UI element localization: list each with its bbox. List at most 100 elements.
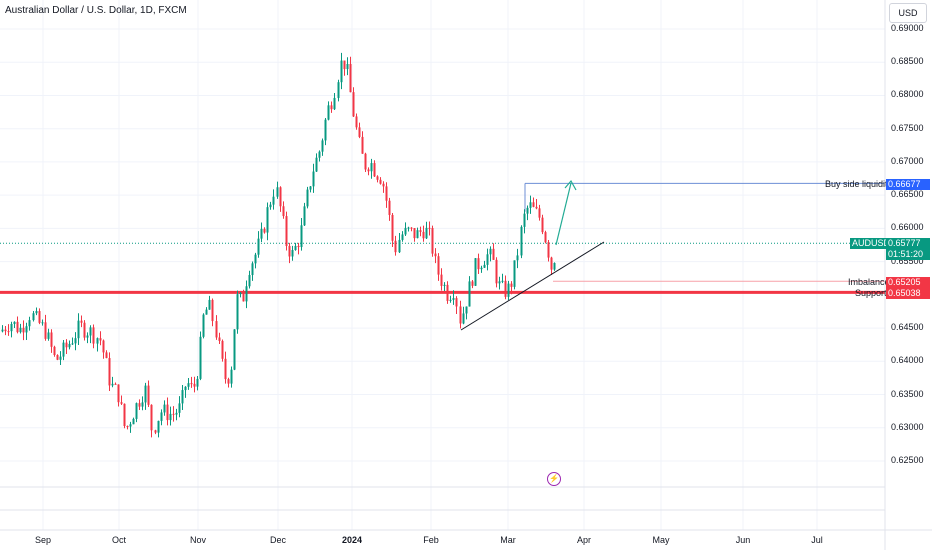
drawings[interactable] (460, 179, 605, 331)
candle-body (477, 258, 480, 270)
candle-body (77, 320, 80, 339)
candle-body (294, 245, 297, 251)
candle-body (327, 105, 330, 120)
candle-body (513, 260, 516, 287)
candle-body (7, 331, 10, 333)
candle-body (239, 292, 242, 295)
candle-body (35, 311, 38, 314)
time-tick-label: Apr (576, 535, 592, 545)
current-price-tag: 0.65777 (886, 238, 930, 249)
candle-body (108, 358, 111, 386)
price-tick-label: 0.64000 (891, 355, 924, 366)
candle-body (22, 327, 25, 333)
candle-body (541, 217, 544, 233)
candle-body (367, 169, 370, 172)
candle-body (120, 402, 123, 404)
candle-body (230, 369, 233, 384)
candle-body (59, 356, 62, 360)
candle-body (157, 420, 160, 433)
candle-body (193, 383, 196, 387)
buy-side-label: Buy side liquidity (825, 179, 893, 189)
candle-body (455, 298, 458, 307)
candle-body (184, 386, 187, 391)
candle-body (333, 97, 336, 110)
candle-body (251, 263, 254, 276)
candle-body (349, 63, 352, 93)
lightning-icon[interactable]: ⚡ (547, 472, 561, 486)
candle-body (74, 338, 77, 344)
candle-body (141, 402, 144, 407)
price-tick-label: 0.68500 (891, 56, 924, 67)
candle-body (504, 280, 507, 297)
candle-body (340, 60, 343, 83)
time-tick-label: Mar (500, 535, 516, 545)
candle-body (1, 329, 4, 332)
price-tick-label: 0.67500 (891, 122, 924, 133)
candle-body (62, 342, 65, 357)
time-tick-label: May (652, 535, 670, 545)
candle-body (117, 384, 120, 403)
candle-body (16, 321, 19, 333)
candle-body (352, 92, 355, 117)
candle-body (474, 258, 477, 286)
candle-body (452, 298, 455, 300)
time-tick-label: Nov (189, 535, 207, 545)
candle-body (434, 253, 437, 257)
candle-body (401, 234, 404, 240)
candle-body (147, 385, 150, 405)
price-tick-label: 0.64500 (891, 322, 924, 333)
candle-body (480, 267, 483, 270)
candle-body (187, 383, 190, 387)
candle-body (410, 227, 413, 229)
candle-body (459, 306, 462, 324)
candle-body (257, 238, 260, 255)
candle-body (19, 327, 22, 333)
price-tick-label: 0.67000 (891, 155, 924, 166)
support-price-tag: 0.65038 (886, 288, 930, 299)
candle-body (431, 228, 434, 254)
candle-body (263, 228, 266, 233)
candle-body (28, 320, 31, 327)
candle-body (407, 227, 410, 229)
candle-body (355, 116, 358, 128)
currency-button[interactable]: USD (889, 3, 927, 23)
candle-body (538, 208, 541, 218)
price-tick-label: 0.69000 (891, 23, 924, 33)
candle-body (471, 281, 474, 286)
candle-body (144, 385, 147, 403)
candle-body (346, 63, 349, 70)
candle-body (544, 232, 547, 243)
candle-body (99, 338, 102, 341)
candle-body (291, 250, 294, 257)
candle-body (71, 343, 74, 345)
candle-body (135, 403, 138, 419)
candle-body (501, 280, 504, 282)
price-tick-label: 0.63000 (891, 421, 924, 432)
projection-arrow[interactable] (555, 182, 572, 246)
candle-body (129, 424, 132, 427)
candle-body (492, 248, 495, 260)
imbalance-price-tag: 0.65205 (886, 277, 930, 288)
candle-body (535, 206, 538, 209)
candle-body (507, 283, 510, 297)
candle-body (379, 179, 382, 184)
time-tick-label: Jun (735, 535, 751, 545)
candle-body (132, 418, 135, 425)
candle-body (279, 187, 282, 207)
time-tick-label: 2024 (341, 535, 363, 545)
candle-body (510, 283, 513, 287)
candle-body (364, 153, 367, 170)
price-tick-label: 0.65500 (891, 255, 924, 266)
candle-body (242, 292, 245, 302)
candle-body (553, 262, 556, 270)
time-tick-label: Dec (269, 535, 287, 545)
candle-body (324, 119, 327, 141)
trendline[interactable] (460, 241, 605, 331)
candle-body (520, 226, 523, 256)
candle-body (114, 383, 117, 385)
candle-body (83, 322, 86, 338)
candle-body (361, 136, 364, 154)
candle-body (32, 313, 35, 321)
